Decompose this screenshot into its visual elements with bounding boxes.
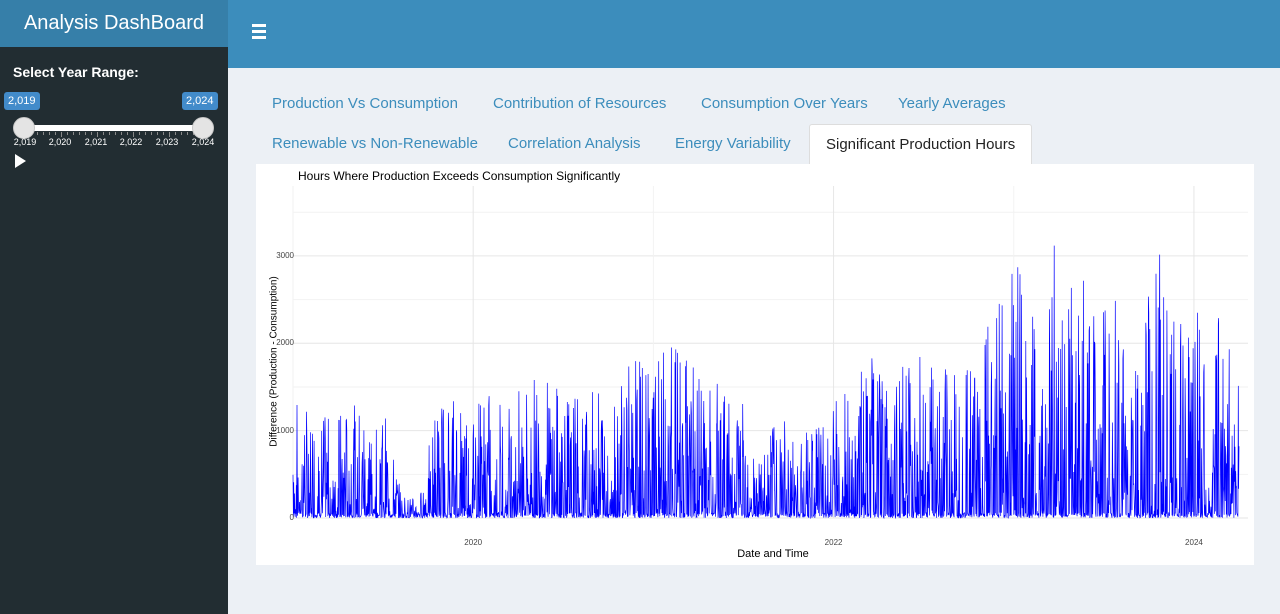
production-surplus-chart [292,186,1248,520]
chart-panel: Hours Where Production Exceeds Consumpti… [256,164,1254,565]
range-min-value: 2,019 [4,92,40,110]
slider-tick-label: 2,024 [191,137,215,147]
y-tick-label: 0 [289,513,294,522]
tab-energy-variability[interactable]: Energy Variability [675,135,791,152]
top-navbar [228,0,1280,68]
tab-consumption-over-years[interactable]: Consumption Over Years [701,95,868,112]
year-range-label: Select Year Range: [13,64,139,80]
slider-tick-labels: 2,019 2,020 2,021 2,022 2,023 2,024 [0,137,228,149]
slider-min-handle[interactable] [13,117,35,139]
slider-tick-label: 2,023 [155,137,179,147]
slider-tick-label: 2,021 [84,137,108,147]
tab-renewable-vs-non-renewable[interactable]: Renewable vs Non-Renewable [272,135,478,152]
slider-tick-label: 2,022 [119,137,143,147]
range-max-value: 2,024 [182,92,218,110]
tab-production-vs-consumption[interactable]: Production Vs Consumption [272,95,458,112]
tab-correlation-analysis[interactable]: Correlation Analysis [508,135,641,152]
hamburger-menu-icon[interactable] [252,24,270,44]
x-tick-label: 2022 [824,538,843,547]
series-line [292,245,1240,520]
x-tick-label: 2020 [464,538,483,547]
tab-bar: Production Vs Consumption Contribution o… [256,86,1254,166]
slider-tick-label: 2,019 [13,137,37,147]
app-title: Analysis DashBoard [0,0,228,47]
y-tick-label: 2000 [276,338,294,348]
y-tick-label: 1000 [276,425,294,435]
slider-max-handle[interactable] [192,117,214,139]
tab-yearly-averages[interactable]: Yearly Averages [898,95,1006,112]
tab-contribution-of-resources[interactable]: Contribution of Resources [493,95,667,112]
x-tick-label: 2024 [1185,538,1203,547]
year-range-slider-track[interactable] [20,125,203,131]
sidebar: Select Year Range: 2,019 2,024 2,019 2,0… [0,47,228,614]
x-axis-label: Date and Time [737,548,809,560]
y-tick-label: 3000 [276,250,294,260]
chart-title: Hours Where Production Exceeds Consumpti… [298,169,621,183]
tab-significant-production-hours[interactable]: Significant Production Hours [809,124,1033,164]
play-icon[interactable] [15,154,26,168]
slider-tick-label: 2,020 [48,137,72,147]
